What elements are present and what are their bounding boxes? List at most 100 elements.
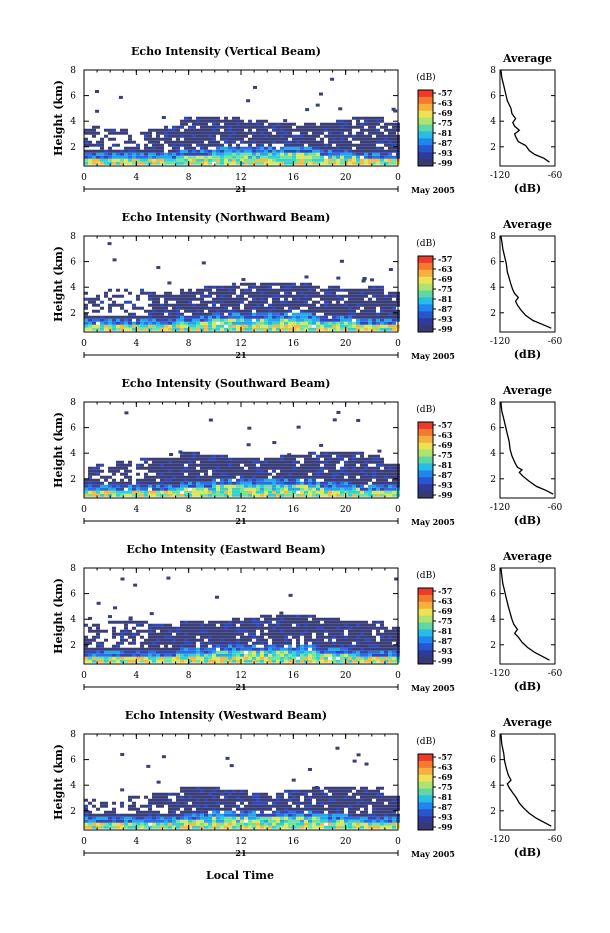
heatmap-cell — [176, 488, 180, 491]
heatmap-cell — [252, 482, 256, 485]
heatmap-cell — [336, 144, 340, 147]
heatmap-cell — [100, 494, 104, 497]
heatmap-cell — [216, 144, 220, 147]
heatmap-cell — [312, 295, 316, 298]
heatmap-cell — [320, 132, 324, 135]
heatmap-cell — [296, 156, 300, 159]
heatmap-cell — [344, 452, 348, 455]
heatmap-cell — [260, 301, 264, 304]
heatmap-cell — [88, 301, 92, 304]
heatmap-cell — [92, 310, 96, 313]
heatmap-cell — [332, 319, 336, 322]
heatmap-cell — [380, 660, 384, 663]
heatmap-cell — [296, 304, 300, 307]
heatmap-cell — [256, 826, 260, 829]
heatmap-cell — [336, 138, 340, 141]
heatmap-cell — [340, 476, 344, 479]
heatmap-cell — [248, 618, 252, 621]
heatmap-cell — [180, 494, 184, 497]
heatmap-cell — [288, 461, 292, 464]
heatmap-cell — [196, 494, 200, 497]
heatmap-cell — [188, 153, 192, 156]
colorbar-segment — [418, 97, 433, 104]
heatmap-cell — [204, 470, 208, 473]
heatmap-cell — [192, 156, 196, 159]
heatmap-cell — [252, 126, 256, 129]
heatmap-cell — [336, 295, 340, 298]
heatmap-cell — [136, 633, 140, 636]
heatmap-cell — [144, 660, 148, 663]
heatmap-cell — [284, 657, 288, 660]
colorbar-label: -75 — [438, 616, 452, 626]
heatmap-cell — [160, 316, 164, 319]
heatmap-cell — [232, 129, 236, 132]
heatmap-cell — [264, 485, 268, 488]
heatmap-cell — [204, 630, 208, 633]
heatmap-cell — [128, 147, 132, 150]
heatmap-cell — [276, 123, 280, 126]
heatmap-cell — [304, 138, 308, 141]
heatmap-cell — [208, 820, 212, 823]
heatmap-cell — [268, 482, 272, 485]
heatmap-cell — [120, 316, 124, 319]
heatmap-cell — [240, 150, 244, 153]
colorbar-segment — [418, 450, 433, 457]
heatmap — [84, 242, 400, 331]
heatmap-cell — [184, 820, 188, 823]
heatmap-cell — [284, 648, 288, 651]
heatmap-cell — [352, 298, 356, 301]
heatmap-cell — [176, 820, 180, 823]
heatmap-cell — [240, 153, 244, 156]
heatmap-cell — [95, 90, 99, 93]
heatmap-cell — [392, 473, 396, 476]
heatmap-cell — [252, 322, 256, 325]
heatmap-cell — [108, 316, 112, 319]
heatmap-cell — [256, 805, 260, 808]
heatmap-cell — [368, 491, 372, 494]
heatmap-cell — [113, 606, 117, 609]
heatmap-cell — [264, 319, 268, 322]
heatmap-cell — [328, 645, 332, 648]
heatmap-cell — [276, 126, 280, 129]
heatmap-cell — [220, 292, 224, 295]
heatmap-cell — [240, 811, 244, 814]
heatmap-cell — [180, 144, 184, 147]
heatmap-cell — [264, 470, 268, 473]
heatmap-cell — [84, 823, 88, 826]
heatmap-cell — [156, 266, 160, 269]
heatmap-cell — [228, 153, 232, 156]
heatmap-cell — [328, 304, 332, 307]
heatmap-cell — [248, 820, 252, 823]
heatmap-cell — [176, 135, 180, 138]
heatmap-cell — [188, 808, 192, 811]
heatmap-cell — [172, 488, 176, 491]
heatmap-cell — [156, 648, 160, 651]
x-tick-label: 8 — [186, 671, 192, 681]
heatmap-cell — [104, 476, 108, 479]
heatmap-cell — [100, 316, 104, 319]
heatmap-cell — [216, 654, 220, 657]
heatmap-cell — [292, 316, 296, 319]
heatmap-cell — [388, 651, 392, 654]
heatmap-cell — [100, 301, 104, 304]
heatmap-cell — [188, 476, 192, 479]
heatmap-cell — [268, 814, 272, 817]
heatmap-cell — [272, 633, 276, 636]
heatmap-cell — [212, 796, 216, 799]
heatmap-cell — [268, 141, 272, 144]
heatmap-cell — [324, 307, 328, 310]
heatmap-cell — [160, 295, 164, 298]
heatmap-cell — [128, 494, 132, 497]
heatmap-cell — [241, 278, 245, 281]
heatmap-cell — [196, 159, 200, 162]
heatmap-cell — [340, 322, 344, 325]
heatmap-cell — [200, 802, 204, 805]
heatmap-cell — [248, 660, 252, 663]
heatmap-cell — [292, 150, 296, 153]
heatmap-cell — [148, 138, 152, 141]
heatmap-cell — [220, 153, 224, 156]
heatmap-cell — [336, 313, 340, 316]
heatmap-cell — [300, 159, 304, 162]
heatmap-cell — [208, 316, 212, 319]
heatmap-cell — [276, 636, 280, 639]
